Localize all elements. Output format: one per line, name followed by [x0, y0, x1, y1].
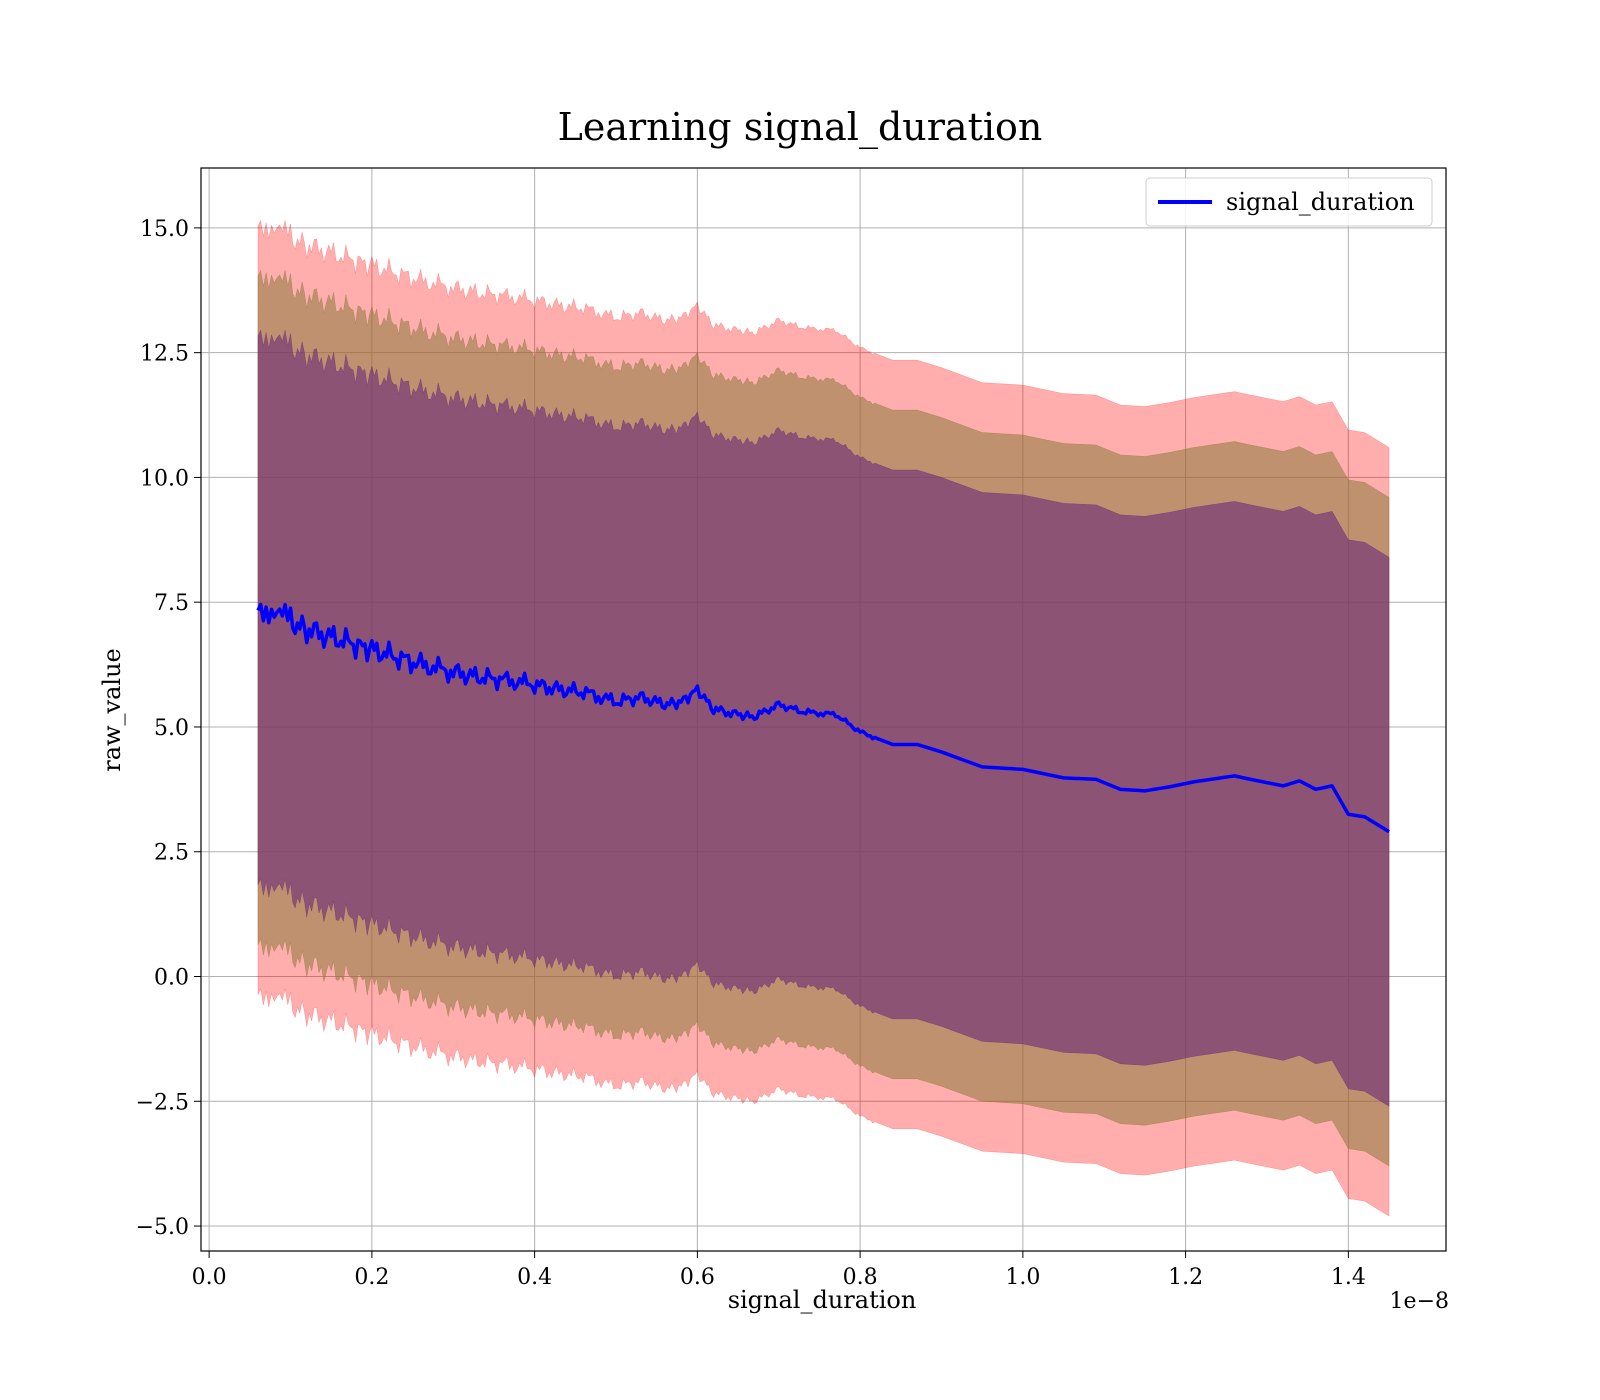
x-axis-ticks: 0.0 0.2 0.4 0.6 0.8 1.0 1.2 1.4: [192, 1251, 1366, 1290]
x-tick-label: 1.0: [1005, 1265, 1040, 1290]
y-tick-label: 10.0: [140, 466, 189, 491]
x-tick-label: 1.2: [1168, 1265, 1203, 1290]
bands: [257, 219, 1390, 1217]
legend-box: [1145, 177, 1433, 227]
y-tick-label: 2.5: [154, 841, 189, 866]
y-axis-label: raw_value: [98, 648, 126, 772]
x-axis-offset-label: 1e−8: [1390, 1289, 1449, 1314]
y-tick-label: −5.0: [136, 1215, 189, 1240]
y-tick-label: 12.5: [140, 342, 189, 367]
x-tick-label: 0.0: [192, 1265, 227, 1290]
y-tick-label: 15.0: [140, 217, 189, 242]
legend: signal_duration: [1145, 177, 1433, 227]
x-tick-label: 0.6: [680, 1265, 715, 1290]
legend-label: signal_duration: [1226, 188, 1415, 216]
plot-frame: [200, 167, 1447, 1252]
y-tick-label: 0.0: [154, 966, 189, 991]
y-tick-label: −2.5: [136, 1090, 189, 1115]
series-line-signal_duration: [256, 602, 1390, 834]
x-tick-label: 0.8: [843, 1265, 878, 1290]
y-tick-label: 5.0: [154, 716, 189, 741]
chart-title: Learning signal_duration: [558, 105, 1043, 150]
band-inner: [257, 329, 1390, 1107]
x-tick-label: 0.2: [354, 1265, 389, 1290]
series-lines: [256, 602, 1390, 834]
y-tick-label: 7.5: [154, 591, 189, 616]
y-axis-ticks: −5.0 −2.5 0.0 2.5 5.0 7.5 10.0 12.5 15.0: [136, 217, 201, 1240]
x-tick-label: 0.4: [517, 1265, 552, 1290]
x-axis-label: signal_duration: [728, 1286, 917, 1314]
x-tick-label: 1.4: [1331, 1265, 1366, 1290]
